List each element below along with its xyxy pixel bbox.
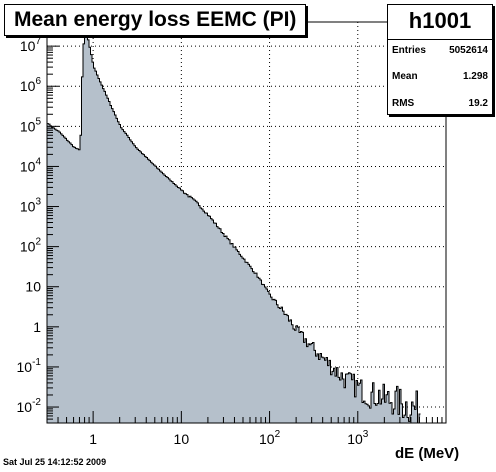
x-axis-ticks: 1 10 102 103 <box>46 411 443 447</box>
y-tick-label: 105 <box>20 116 42 134</box>
y-tick-label: 102 <box>20 237 42 255</box>
x-tick-label: 103 <box>347 429 369 447</box>
histogram-fill <box>47 34 421 424</box>
stats-box: h1001 Entries 5052614 Mean 1.298 RMS 19.… <box>387 4 493 115</box>
stats-rms-value: 19.2 <box>468 98 488 109</box>
y-tick-label: 1 <box>33 319 41 335</box>
y-tick-label: 10 <box>25 279 41 295</box>
histogram-outline <box>47 33 421 424</box>
y-axis-ticks: 10-2 10-1 1 10 102 103 104 105 106 107 <box>17 21 59 424</box>
x-tick-label: 1 <box>89 431 97 447</box>
y-tick-label: 104 <box>20 156 42 174</box>
x-tick-label: 102 <box>259 429 281 447</box>
x-axis-label: dE (MeV) <box>395 445 460 462</box>
datestamp: Sat Jul 25 14:12:52 2009 <box>3 457 107 467</box>
y-tick-label: 103 <box>20 197 42 215</box>
stats-histogram-name: h1001 <box>408 8 472 33</box>
title-box: Mean energy loss EEMC (PI) <box>4 4 306 36</box>
y-tick-label: 10-1 <box>17 357 42 375</box>
stats-separator <box>388 39 492 40</box>
x-tick-label: 10 <box>174 431 190 447</box>
y-tick-label: 107 <box>20 36 42 54</box>
stats-mean-value: 1.298 <box>462 71 488 82</box>
y-tick-label: 10-2 <box>17 397 42 415</box>
stats-entries-value: 5052614 <box>449 45 488 56</box>
stats-entries-label: Entries <box>392 45 426 56</box>
stats-mean-label: Mean <box>392 71 418 82</box>
stats-rms-label: RMS <box>392 98 415 109</box>
chart-title: Mean energy loss EEMC (PI) <box>14 8 297 31</box>
y-tick-label: 106 <box>20 76 42 94</box>
